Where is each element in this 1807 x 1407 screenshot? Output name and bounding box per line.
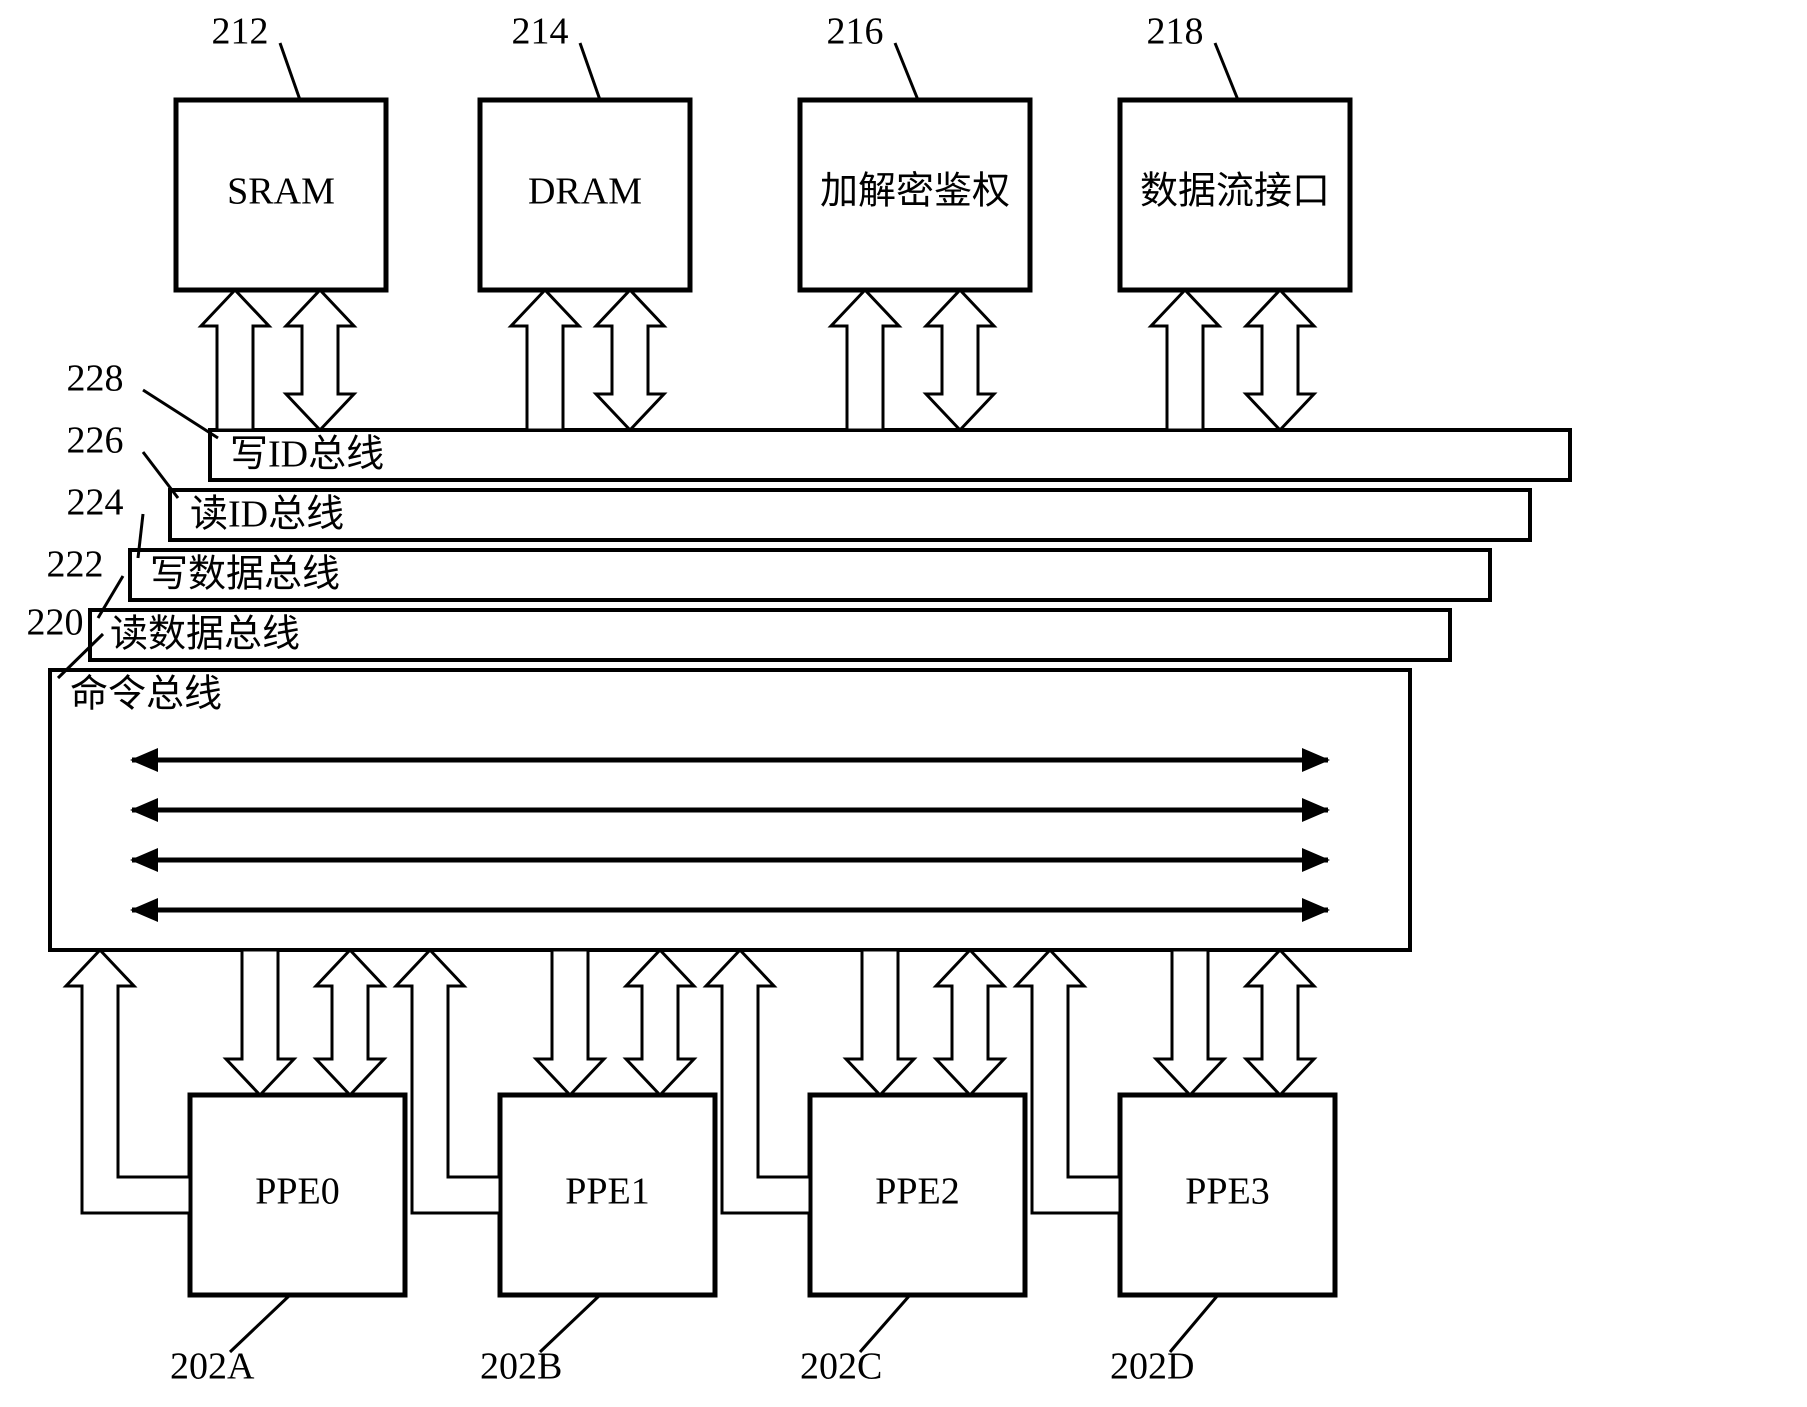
ppe-ppe2: PPE2: [810, 1095, 1025, 1295]
module-label: 数据流接口: [1140, 171, 1330, 213]
ref-label: 216: [827, 11, 884, 53]
ref-label: 214: [512, 11, 569, 53]
ref-label: 222: [47, 544, 104, 586]
module-dram: DRAM: [480, 100, 690, 290]
ppe-ppe0: PPE0: [190, 1095, 405, 1295]
ppe-label: PPE0: [255, 1171, 339, 1213]
bus-label: 写ID总线: [230, 434, 384, 476]
ppe-label: PPE1: [565, 1171, 649, 1213]
module-label: SRAM: [227, 171, 335, 213]
ref-label: 226: [67, 420, 124, 462]
module-label: 加解密鉴权: [820, 171, 1010, 213]
ref-label: 202D: [1110, 1346, 1194, 1388]
ref-label: 202B: [480, 1346, 562, 1388]
ppe-ppe3: PPE3: [1120, 1095, 1335, 1295]
ref-label: 228: [67, 358, 124, 400]
ref-label: 220: [27, 602, 84, 644]
ref-label: 202A: [170, 1346, 255, 1388]
ppe-ppe1: PPE1: [500, 1095, 715, 1295]
module-dflow: 数据流接口: [1120, 100, 1350, 290]
ppe-label: PPE2: [875, 1171, 959, 1213]
bus-label: 读ID总线: [190, 494, 344, 536]
bus-bus222: 读数据总线: [90, 610, 1450, 660]
ref-label: 212: [212, 11, 269, 53]
module-auth: 加解密鉴权: [800, 100, 1030, 290]
ref-label: 224: [67, 482, 124, 524]
bus-label: 命令总线: [70, 674, 222, 716]
ppe-label: PPE3: [1185, 1171, 1269, 1213]
module-sram: SRAM: [176, 100, 386, 290]
module-label: DRAM: [528, 171, 642, 213]
bus-label: 读数据总线: [110, 614, 300, 656]
bus-bus224: 写数据总线: [130, 550, 1490, 600]
ref-label: 202C: [800, 1346, 882, 1388]
bus-bus226: 读ID总线: [170, 490, 1530, 540]
ref-label: 218: [1147, 11, 1204, 53]
bus-bus228: 写ID总线: [210, 430, 1570, 480]
bus-label: 写数据总线: [150, 554, 340, 596]
